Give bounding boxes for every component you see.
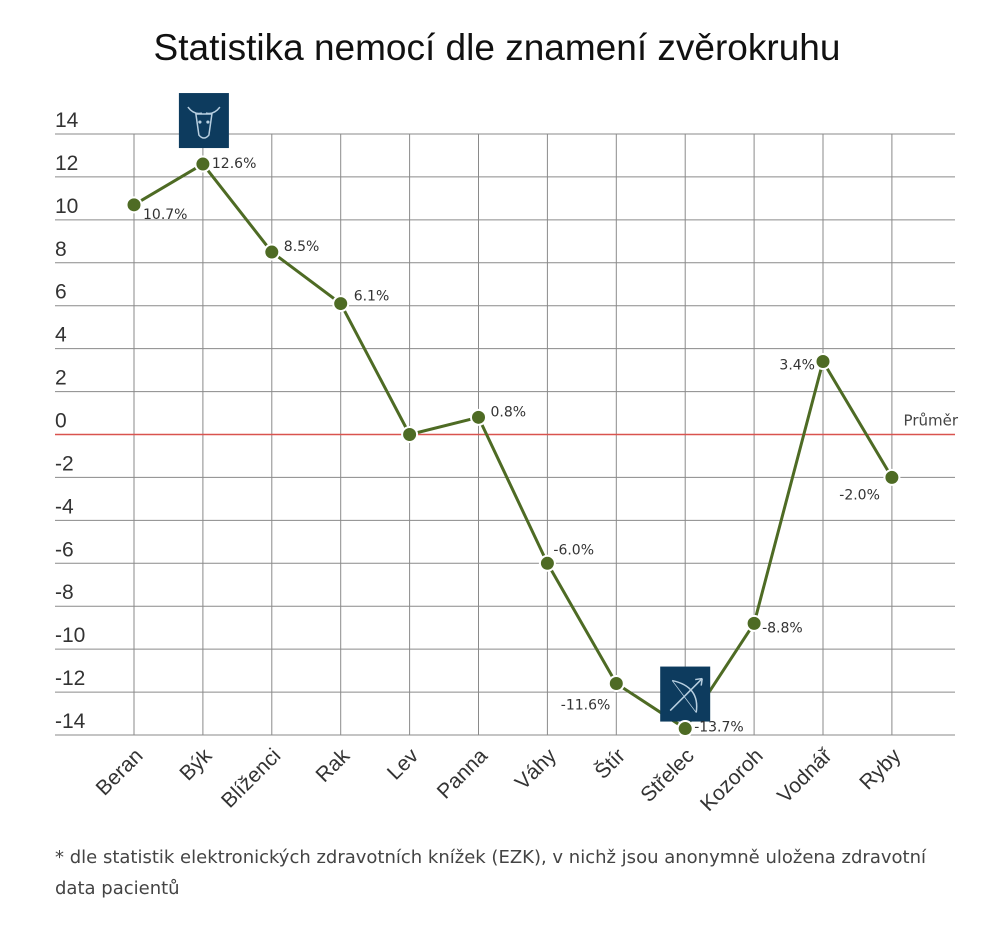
- data-point: [125, 196, 143, 214]
- y-tick-label: -14: [55, 710, 86, 733]
- icon-bow: [672, 679, 698, 713]
- data-point: [538, 554, 556, 572]
- data-label: -8.8%: [762, 620, 803, 636]
- y-tick-label: 0: [55, 410, 67, 433]
- data-label: 6.1%: [354, 289, 390, 305]
- y-tick-label: 2: [55, 367, 67, 390]
- y-tick-label: -2: [55, 452, 74, 475]
- x-tick-label: Střelec: [636, 744, 698, 806]
- data-point: [401, 426, 419, 443]
- y-tick-label: 8: [55, 238, 67, 261]
- y-tick-label: 4: [55, 324, 67, 347]
- x-tick-label: Rak: [312, 744, 355, 787]
- chart-title: Statistika nemocí dle znamení zvěrokruhu: [154, 27, 841, 68]
- data-point: [470, 408, 487, 426]
- average-line-label: Průměr: [904, 412, 959, 430]
- x-tick-label: Štír: [590, 744, 629, 783]
- icon-bowstring: [671, 680, 697, 713]
- data-point: [883, 468, 901, 486]
- zodiac-line-chart: Statistika nemocí dle znamení zvěrokruhu…: [55, 27, 959, 816]
- data-labels: 10.7% 12.6% 8.5% 6.1% 0.8% -6.0% -11.6% -13.7% -…: [143, 156, 880, 736]
- data-label: 3.4%: [779, 358, 815, 374]
- footnote: * dle statistik elektronických zdravotní…: [55, 847, 926, 899]
- taurus-icon: [178, 93, 229, 149]
- y-axis-ticks: 14 12 10 8 6 4 2 0 -2 -4 -6 -8 -10 -12 -14: [55, 109, 86, 733]
- icon-background: [660, 666, 711, 722]
- data-points: [125, 155, 901, 738]
- data-point: [745, 614, 763, 632]
- icon-horns: [187, 106, 221, 115]
- data-label: -11.6%: [561, 697, 611, 713]
- x-tick-label: Blíženci: [217, 744, 285, 812]
- y-tick-label: 14: [55, 109, 79, 132]
- data-point: [263, 243, 281, 261]
- icon-arrow: [669, 678, 703, 712]
- y-tick-label: -12: [55, 667, 85, 690]
- data-label: -6.0%: [553, 542, 594, 558]
- data-label: 12.6%: [212, 156, 256, 172]
- data-point: [332, 295, 350, 313]
- data-label: 8.5%: [284, 239, 320, 255]
- data-point: [676, 720, 694, 738]
- y-tick-label: 12: [55, 152, 78, 175]
- x-axis-ticks: Beran Býk Blíženci Rak Lev Panna Váhy Štír Střel…: [92, 744, 906, 816]
- x-tick-label: Vodnář: [773, 744, 837, 808]
- x-tick-label: Panna: [433, 744, 492, 803]
- x-tick-label: Kozoroh: [696, 744, 768, 816]
- series-line: [133, 162, 894, 731]
- data-point: [607, 674, 625, 692]
- icon-eye: [206, 120, 210, 124]
- icon-background: [178, 93, 229, 149]
- y-tick-label: -4: [55, 495, 74, 518]
- y-tick-label: 6: [55, 281, 67, 304]
- data-point: [814, 353, 832, 371]
- y-tick-label: -10: [55, 624, 85, 647]
- series-polyline: [133, 162, 894, 731]
- data-label: -13.7%: [694, 720, 744, 736]
- icon-head: [195, 113, 213, 139]
- x-tick-label: Býk: [175, 744, 216, 785]
- icon-arrowhead: [695, 677, 703, 686]
- icon-eye: [198, 120, 202, 124]
- x-tick-label: Váhy: [511, 744, 561, 794]
- y-tick-label: -6: [55, 538, 74, 561]
- y-tick-label: -8: [55, 581, 74, 604]
- zodiac-icons: [178, 93, 711, 722]
- data-label: 10.7%: [143, 207, 187, 223]
- data-label: 0.8%: [491, 404, 527, 420]
- data-label: -2.0%: [839, 487, 880, 503]
- data-point: [194, 155, 212, 173]
- x-tick-label: Ryby: [855, 744, 905, 794]
- sagittarius-icon: [660, 666, 711, 722]
- x-tick-label: Lev: [383, 744, 424, 785]
- y-tick-label: 10: [55, 195, 78, 218]
- x-tick-label: Beran: [92, 744, 148, 800]
